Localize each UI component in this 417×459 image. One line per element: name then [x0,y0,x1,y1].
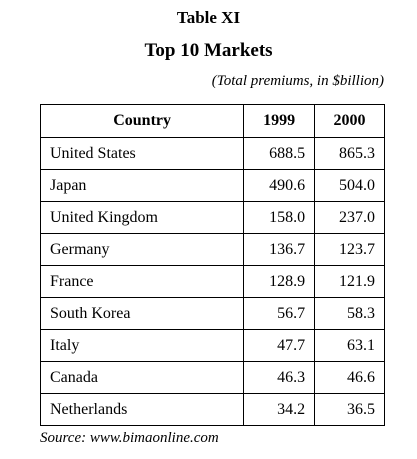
country-cell: France [39,265,245,298]
column-header: 1999 [243,104,316,138]
value-cell: 47.7 [243,329,316,362]
table-body: United States 688.5 865.3 Japan 490.6 504.0 Un… [39,137,385,426]
value-cell: 128.9 [243,265,316,298]
value-cell: 237.0 [314,201,385,234]
country-cell: Netherlands [39,393,245,426]
column-header: 2000 [314,104,385,138]
value-cell: 46.3 [243,361,316,394]
header-row: Country 1999 2000 [39,104,385,138]
table-row: United Kingdom 158.0 237.0 [39,201,385,234]
country-cell: Canada [39,361,245,394]
table-title: Top 10 Markets [144,40,273,61]
table-row: United States 688.5 865.3 [39,137,385,170]
source: Source: www.bimaonline.com [40,430,219,446]
value-cell: 123.7 [314,233,385,266]
table-row: Canada 46.3 46.6 [39,361,385,394]
country-cell: United Kingdom [39,201,245,234]
value-cell: 158.0 [243,201,316,234]
value-cell: 688.5 [243,137,316,170]
value-cell: 121.9 [314,265,385,298]
value-cell: 34.2 [243,393,316,426]
country-cell: South Korea [39,297,245,330]
value-cell: 63.1 [314,329,385,362]
table-row: Italy 47.7 63.1 [39,329,385,362]
value-cell: 865.3 [314,137,385,170]
table-row: Germany 136.7 123.7 [39,233,385,266]
value-cell: 46.6 [314,361,385,394]
country-cell: Japan [39,169,245,202]
value-cell: 490.6 [243,169,316,202]
markets-table: Country 1999 2000 United States 688.5 865.3 J… [39,104,385,426]
country-cell: Germany [39,233,245,266]
value-cell: 58.3 [314,297,385,330]
table-row: Netherlands 34.2 36.5 [39,393,385,426]
country-cell: United States [39,137,245,170]
column-header: Country [39,104,245,138]
value-cell: 136.7 [243,233,316,266]
value-cell: 504.0 [314,169,385,202]
table-row: South Korea 56.7 58.3 [39,297,385,330]
table-row: France 128.9 121.9 [39,265,385,298]
units-note: (Total premiums, in $billion) [211,73,384,89]
value-cell: 36.5 [314,393,385,426]
value-cell: 56.7 [243,297,316,330]
country-cell: Italy [39,329,245,362]
table-row: Japan 490.6 504.0 [39,169,385,202]
table-number: Table XI [176,8,241,27]
